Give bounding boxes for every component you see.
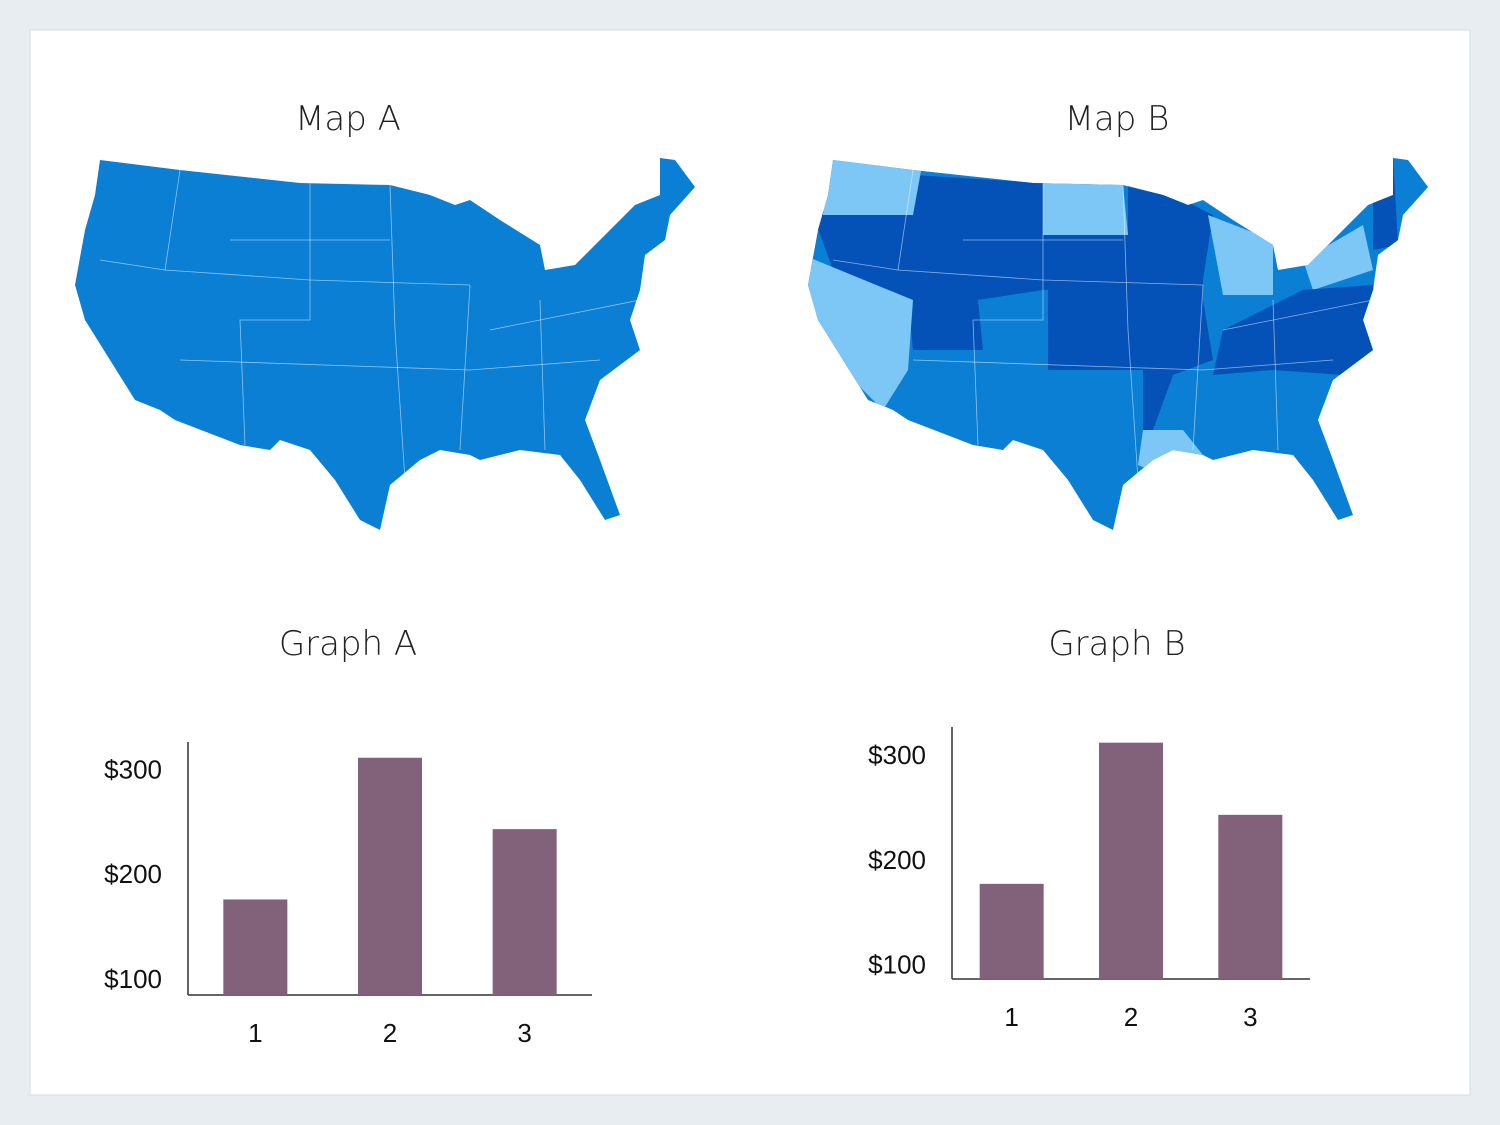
bar bbox=[979, 883, 1044, 979]
map-b bbox=[808, 158, 1428, 530]
x-tick-label: 3 bbox=[517, 1018, 531, 1048]
y-tick-label: $100 bbox=[868, 949, 926, 979]
y-tick-label: $100 bbox=[104, 964, 162, 994]
map-a bbox=[75, 158, 695, 530]
map-title: Map B bbox=[1065, 99, 1170, 139]
bar bbox=[492, 829, 557, 995]
x-tick-label: 3 bbox=[1243, 1002, 1257, 1032]
bar bbox=[1218, 814, 1283, 979]
chart-title: Graph B bbox=[1048, 624, 1185, 664]
y-tick-label: $300 bbox=[868, 740, 926, 770]
x-tick-label: 1 bbox=[1004, 1002, 1018, 1032]
y-tick-label: $300 bbox=[104, 754, 162, 784]
y-tick-label: $200 bbox=[104, 859, 162, 889]
map-title: Map A bbox=[295, 99, 401, 139]
y-tick-label: $200 bbox=[868, 845, 926, 875]
x-tick-label: 1 bbox=[248, 1018, 262, 1048]
bar bbox=[1099, 742, 1163, 979]
x-tick-label: 2 bbox=[1124, 1002, 1138, 1032]
bar bbox=[223, 899, 288, 995]
bar bbox=[358, 757, 422, 995]
chart-title: Graph A bbox=[279, 624, 417, 664]
x-tick-label: 2 bbox=[383, 1018, 397, 1048]
